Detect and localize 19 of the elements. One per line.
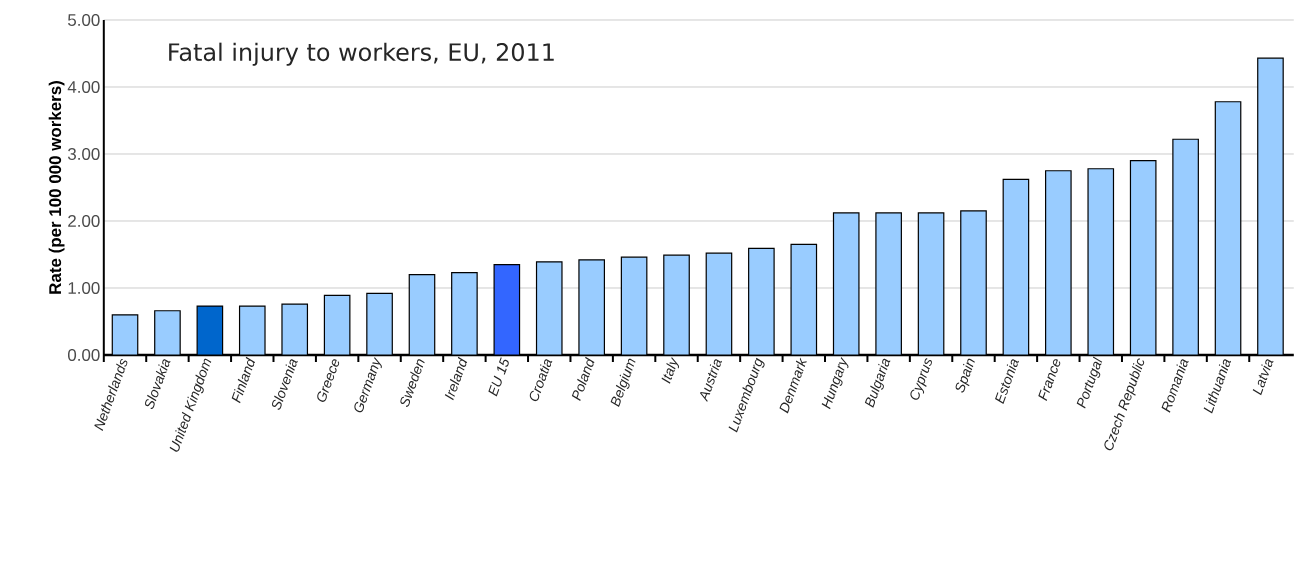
x-tick-label: Greece — [317, 359, 340, 402]
y-axis-title: Rate (per 100 000 workers) — [48, 81, 65, 294]
x-tick-label: Latvia — [1252, 359, 1274, 396]
text: Fatal injury to workers, EU, 2011 — [169, 42, 554, 66]
x-tick-label: France — [1038, 359, 1061, 401]
x-tick-label: Finland — [231, 356, 256, 404]
x-tick-label: Poland — [571, 356, 595, 402]
y-tick-label: 2.00 — [68, 214, 100, 227]
x-tick-label: Austria — [700, 359, 722, 403]
x-tick-label: Ireland — [444, 356, 468, 401]
x-tick-label: Cyprus — [910, 358, 932, 400]
x-tick-label: Italy — [661, 356, 680, 384]
y-tick-label: 0.00 — [67, 348, 100, 361]
y-tick-label: 5.00 — [67, 13, 100, 26]
x-tick-label: Spain — [955, 358, 975, 393]
x-tick-label: EU 15 — [488, 357, 509, 397]
y-tick-label: 4.00 — [67, 80, 100, 93]
y-tick-label: 3.00 — [67, 147, 100, 160]
y-tick-label: 1.00 — [68, 281, 100, 294]
